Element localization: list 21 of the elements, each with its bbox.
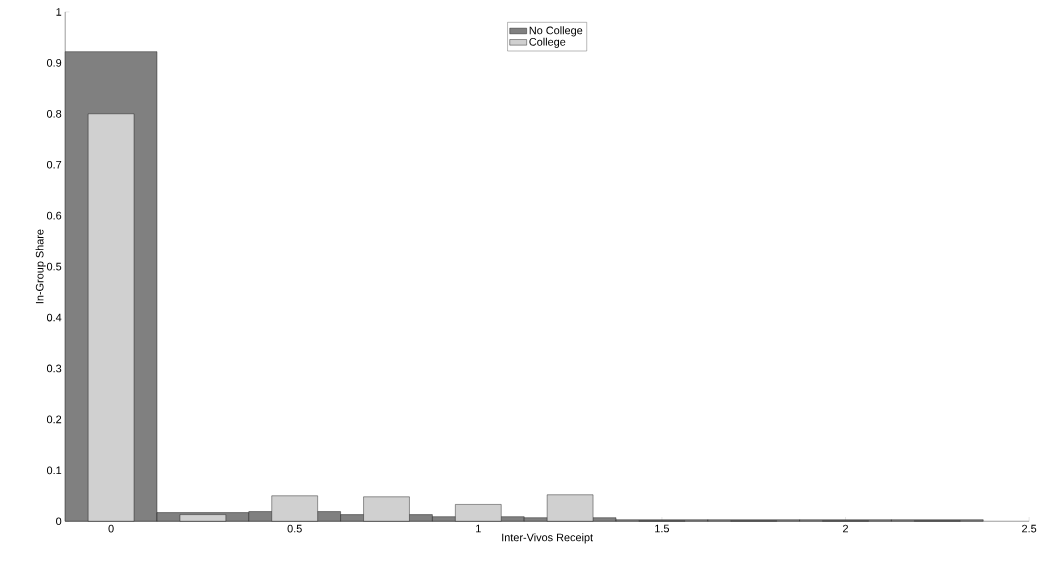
x-tick-label: 1 bbox=[476, 524, 481, 533]
x-tick-label: 1.5 bbox=[655, 524, 670, 533]
y-tick-label: 0.1 bbox=[46, 466, 62, 475]
y-tick-label: 0.3 bbox=[46, 364, 62, 373]
y-tick-label: 0.7 bbox=[46, 160, 62, 169]
x-tick-label: 0 bbox=[108, 524, 114, 533]
y-tick-label: 0.6 bbox=[46, 211, 62, 220]
y-tick-label: 0 bbox=[56, 517, 62, 526]
y-tick-label: 0.8 bbox=[46, 109, 62, 118]
legend-label: College bbox=[529, 37, 566, 48]
y-axis-title: In-Group Share bbox=[35, 229, 46, 304]
y-tick-label: 0.9 bbox=[46, 59, 62, 67]
y-tick-label: 0.2 bbox=[46, 415, 62, 424]
x-tick-label: 0.5 bbox=[287, 524, 302, 533]
x-axis-title: Inter-Vivos Receipt bbox=[502, 533, 593, 544]
x-tick-label: 2.5 bbox=[1022, 524, 1037, 533]
y-tick-label: 0.4 bbox=[46, 313, 62, 322]
legend-label: No College bbox=[529, 26, 583, 37]
y-tick-label: 1 bbox=[56, 8, 62, 16]
y-tick-label: 0.5 bbox=[46, 262, 62, 271]
x-tick-label: 2 bbox=[843, 524, 848, 533]
